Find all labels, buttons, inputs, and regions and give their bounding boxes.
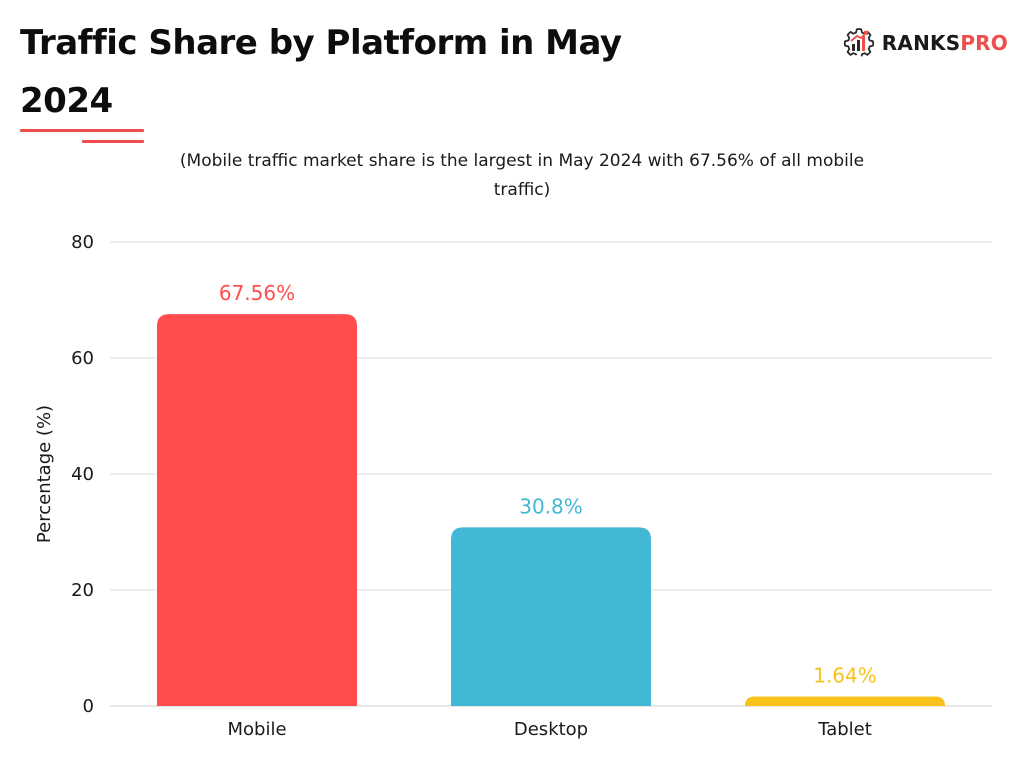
bar-mobile xyxy=(157,314,357,706)
title-underline-long xyxy=(20,129,144,132)
y-tick-label: 20 xyxy=(71,580,94,601)
title-underline-short xyxy=(82,140,144,143)
x-axis-categories: Mobile Desktop Tablet xyxy=(227,719,871,740)
chart-data-labels: 67.56% 30.8% 1.64% xyxy=(219,281,877,687)
bar-tablet xyxy=(745,696,945,706)
x-category-label: Tablet xyxy=(817,719,872,740)
y-axis-title: Percentage (%) xyxy=(34,405,55,543)
y-tick-label: 0 xyxy=(83,696,94,717)
data-label-desktop: 30.8% xyxy=(519,494,583,518)
bar-desktop xyxy=(451,527,651,706)
brand-name-primary: RANKS xyxy=(881,31,961,55)
brand-name-accent: PRO xyxy=(960,31,1008,55)
gear-chart-icon xyxy=(843,28,874,59)
data-label-tablet: 1.64% xyxy=(813,663,877,687)
brand-name: RANKSPRO xyxy=(882,31,1008,55)
chart-subtitle: (Mobile traffic market share is the larg… xyxy=(179,151,865,200)
y-axis-ticks: 0 20 40 60 80 xyxy=(71,232,94,717)
y-tick-label: 80 xyxy=(71,232,94,253)
y-tick-label: 40 xyxy=(71,464,94,485)
page-title: Traffic Share by Platform in May 2024 xyxy=(20,23,622,121)
brand-logo: RANKSPRO xyxy=(842,26,1008,60)
x-category-label: Mobile xyxy=(227,719,286,740)
chart-bars xyxy=(157,314,945,706)
y-tick-label: 60 xyxy=(71,348,94,369)
data-label-mobile: 67.56% xyxy=(219,281,295,305)
x-category-label: Desktop xyxy=(514,719,588,740)
